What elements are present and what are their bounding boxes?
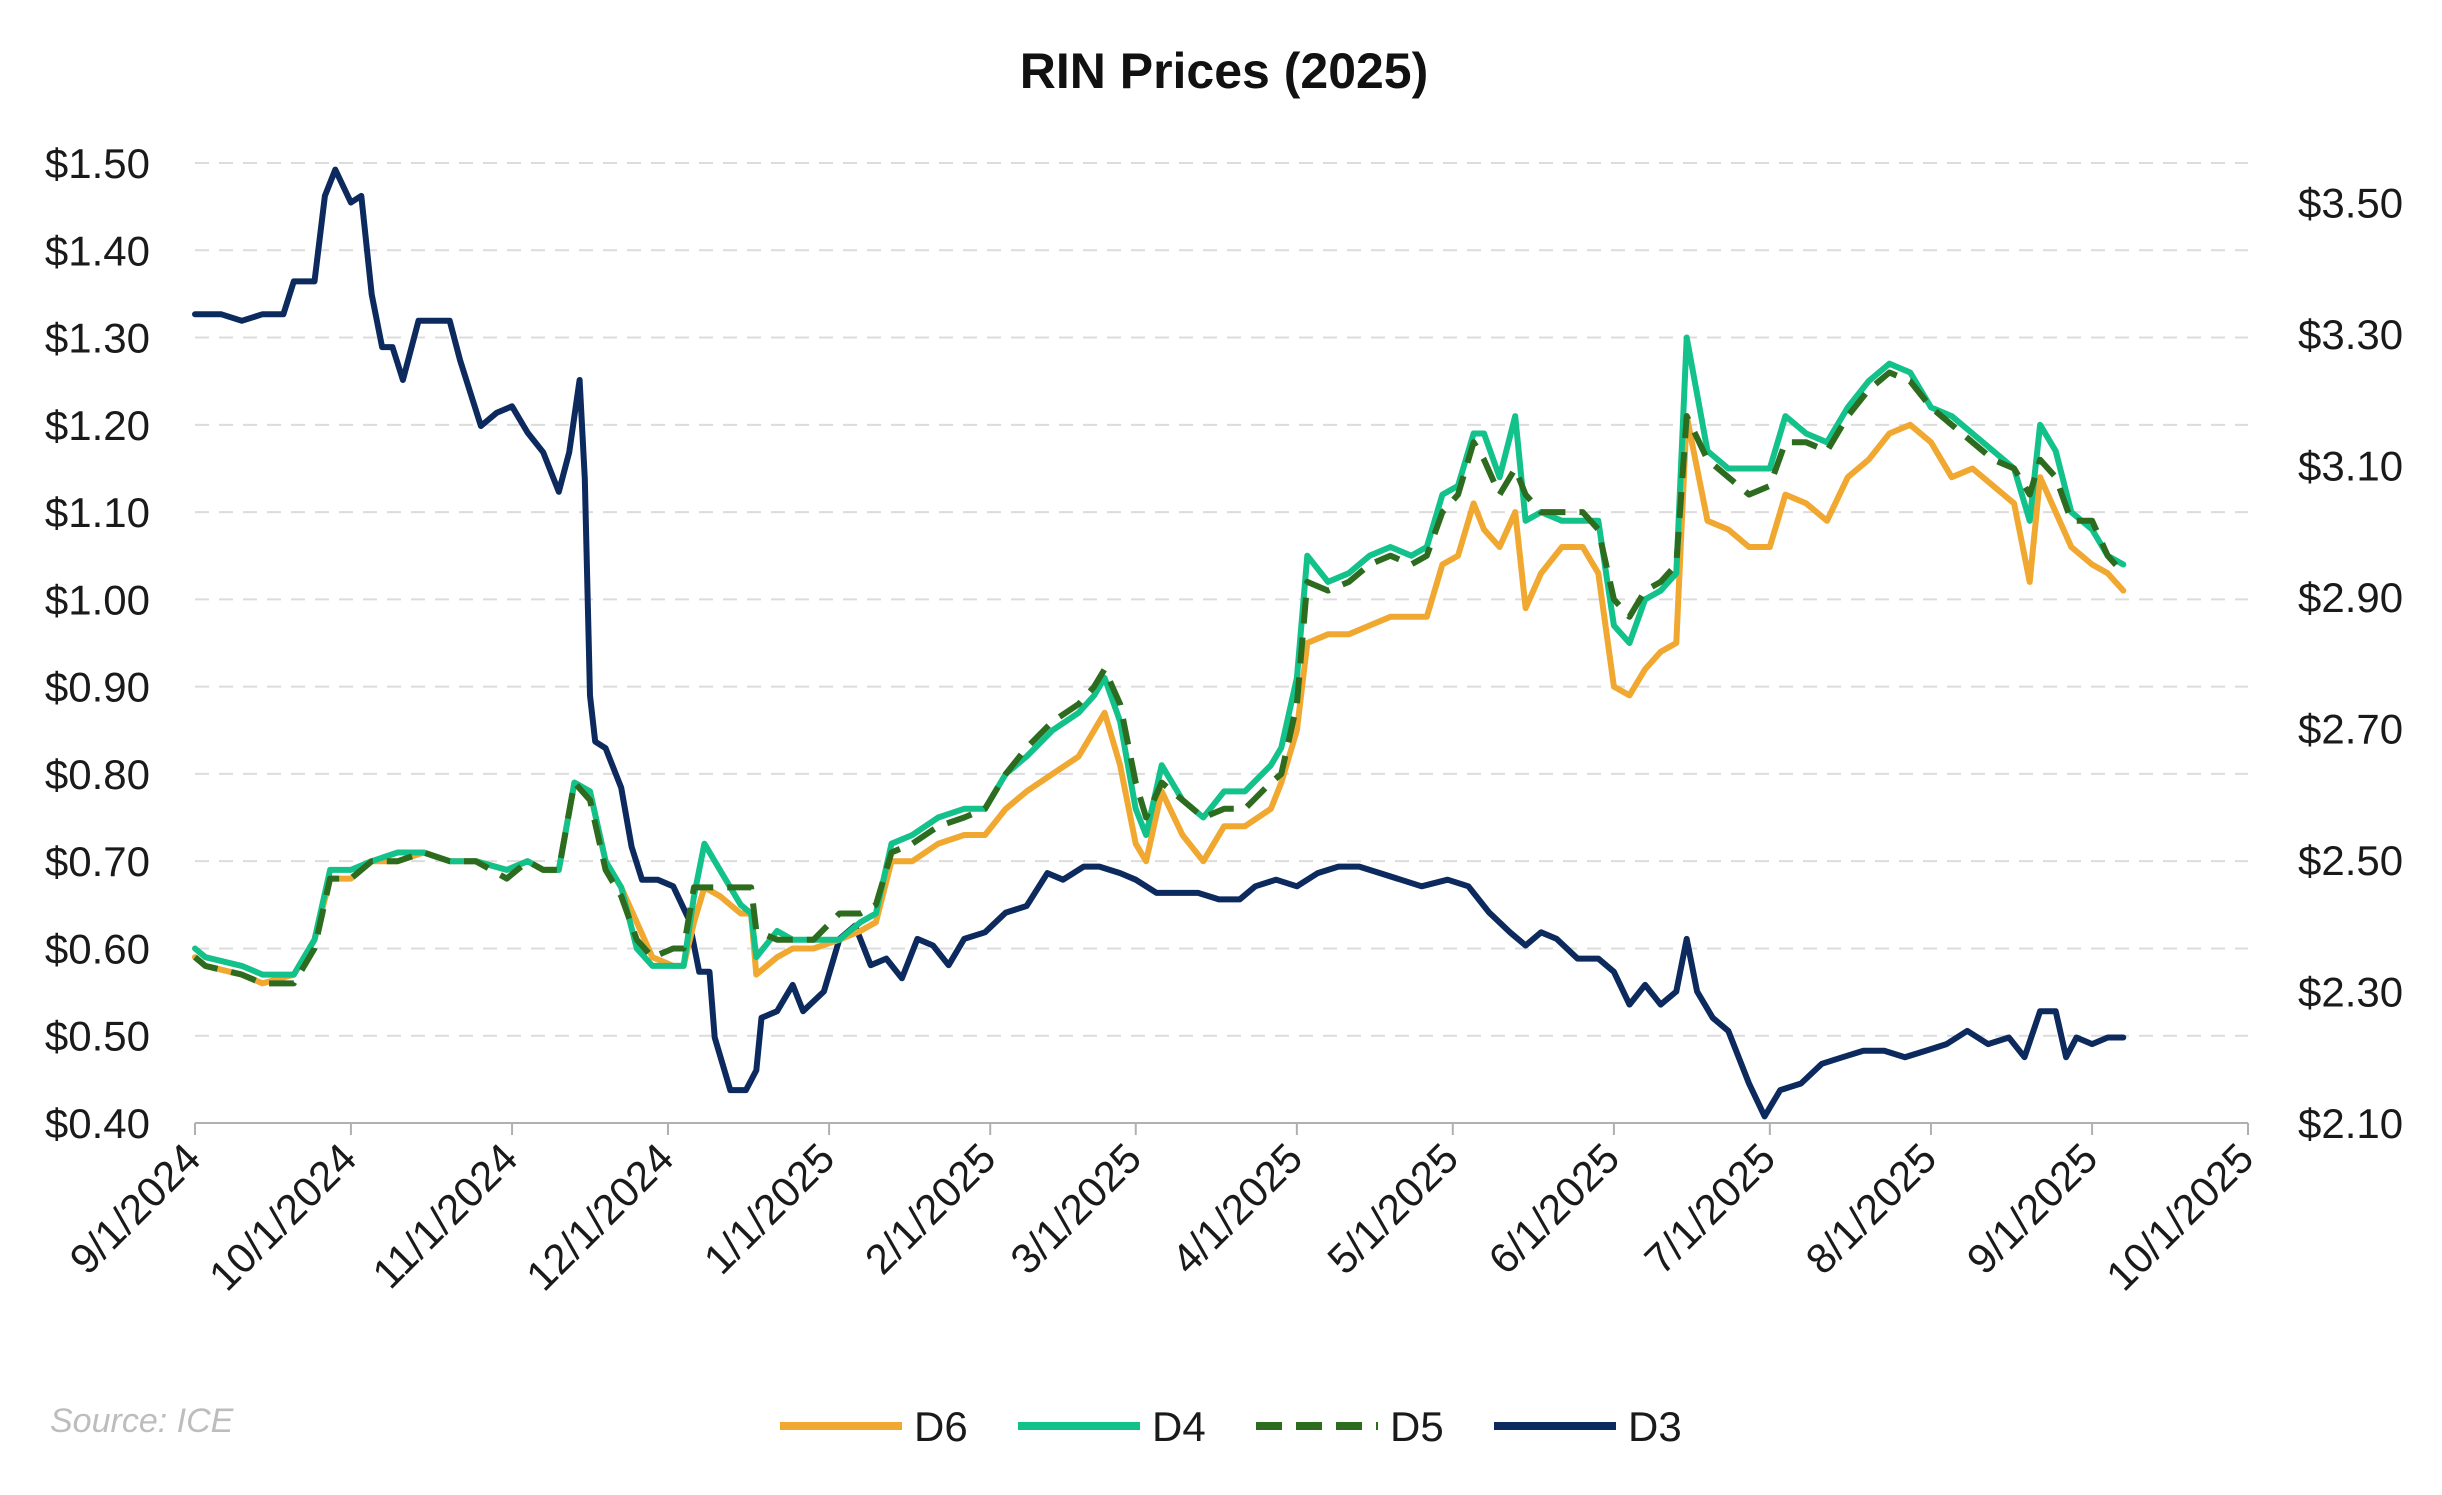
right-y-tick-label: $3.50	[2298, 179, 2403, 226]
x-tick-label: 10/1/2025	[2097, 1134, 2262, 1299]
right-y-tick-label: $3.10	[2298, 442, 2403, 489]
legend-label-d6: D6	[914, 1403, 968, 1450]
x-tick-label: 3/1/2025	[1001, 1134, 1150, 1283]
left-y-tick-label: $0.80	[45, 751, 150, 798]
legend-label-d5: D5	[1390, 1403, 1444, 1450]
legend-label-d4: D4	[1152, 1403, 1206, 1450]
x-tick-label: 7/1/2025	[1635, 1134, 1784, 1283]
left-y-tick-label: $1.10	[45, 489, 150, 536]
right-y-tick-label: $2.10	[2298, 1100, 2403, 1147]
chart-title: RIN Prices (2025)	[1020, 43, 1429, 99]
left-y-tick-label: $1.20	[45, 402, 150, 449]
left-y-tick-label: $1.30	[45, 315, 150, 362]
x-tick-label: 4/1/2025	[1162, 1134, 1311, 1283]
x-tick-label: 9/1/2024	[61, 1134, 210, 1283]
x-tick-label: 11/1/2024	[363, 1134, 526, 1297]
series-line-d3	[192, 166, 2127, 1120]
series-lines	[192, 166, 2127, 1120]
x-tick-label: 1/1/2025	[695, 1134, 844, 1283]
x-tick-label: 9/1/2025	[1958, 1134, 2107, 1283]
right-y-tick-label: $3.30	[2298, 311, 2403, 358]
left-y-tick-label: $0.50	[45, 1013, 150, 1060]
legend: D6 D4 D5 D3	[780, 1403, 1682, 1450]
left-y-tick-label: $0.40	[45, 1100, 150, 1147]
left-y-tick-label: $1.50	[45, 140, 150, 187]
x-tick-label: 2/1/2025	[856, 1134, 1005, 1283]
series-line-d5	[193, 369, 2126, 987]
series-line-d6	[192, 413, 2127, 987]
left-y-tick-label: $1.40	[45, 227, 150, 274]
x-tick-label: 8/1/2025	[1796, 1134, 1945, 1283]
right-y-tick-label: $2.90	[2298, 574, 2403, 621]
axes: $1.50 $1.40 $1.30 $1.20 $1.10 $1.00 $0.90 $0.80…	[45, 140, 2403, 1299]
left-y-tick-label: $0.90	[45, 664, 150, 711]
x-tick-label: 12/1/2024	[517, 1134, 682, 1299]
left-y-tick-label: $1.00	[45, 576, 150, 623]
legend-label-d3: D3	[1628, 1403, 1682, 1450]
series-line-d4	[192, 334, 2127, 978]
left-y-tick-label: $0.70	[45, 838, 150, 885]
x-tick-label: 5/1/2025	[1318, 1134, 1467, 1283]
x-tick-label: 6/1/2025	[1479, 1134, 1628, 1283]
right-y-tick-label: $2.70	[2298, 705, 2403, 752]
left-y-tick-label: $0.60	[45, 925, 150, 972]
gridlines	[195, 162, 2248, 1037]
right-y-tick-label: $2.50	[2298, 837, 2403, 884]
source-note: Source: ICE	[50, 1402, 234, 1440]
right-y-tick-label: $2.30	[2298, 968, 2403, 1015]
x-tick-label: 10/1/2024	[200, 1134, 365, 1299]
